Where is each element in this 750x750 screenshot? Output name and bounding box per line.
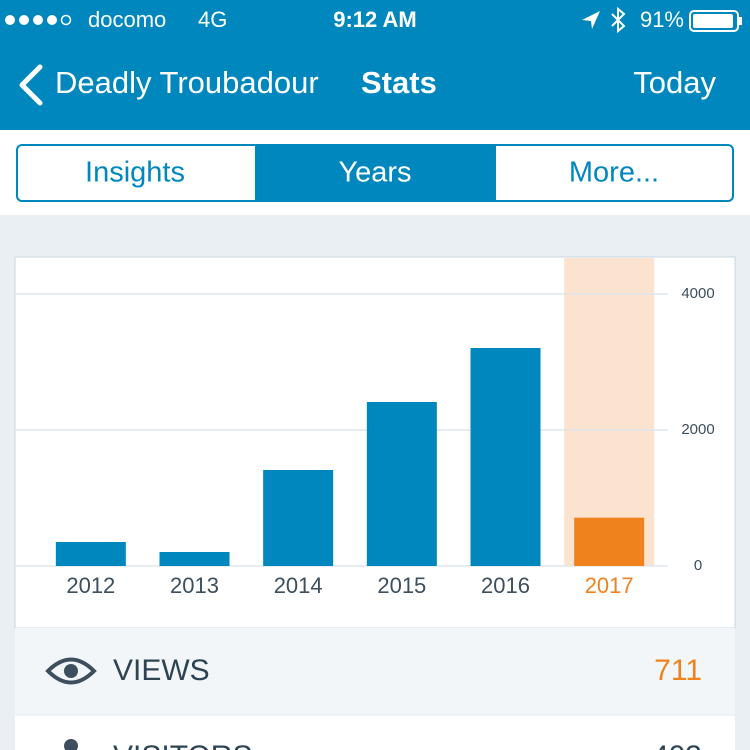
stat-value: 711 [654,654,702,687]
stat-row[interactable] [15,628,735,715]
bar [366,402,437,566]
stat-label: VISITORS [113,740,252,750]
battery-tip [739,17,742,25]
site-name[interactable]: Deadly Troubadour [55,65,319,100]
battery [689,10,739,32]
y-tick-label: 0 [694,557,702,574]
bar [263,469,334,566]
stat-label: VIEWS [113,654,210,687]
y-tick-label: 2000 [681,421,714,438]
bar [470,348,541,566]
tab-selected [255,145,495,201]
y-tick-label: 4000 [681,285,714,302]
battery-text: 91% [640,7,684,32]
x-tick-label: 2013 [170,573,219,598]
x-tick-label: 2016 [481,573,530,598]
back-button[interactable] [19,64,43,106]
x-tick-label: 2012 [66,573,115,598]
plot: 0 2000 4000 2012 2013 2014 2015 2016 2017 [15,258,715,598]
tab[interactable]: More... [569,157,659,189]
bar [55,541,126,566]
x-tick-label: 2014 [274,573,323,598]
header [0,0,750,130]
period-button[interactable]: Today [633,65,716,100]
stat-value: 403 [652,740,702,750]
time: 9:12 AM [333,7,417,32]
tab-frame [16,144,734,202]
battery-level [693,14,733,28]
signal [5,14,72,26]
tab[interactable]: Insights [85,157,185,189]
bluetooth-icon [611,6,626,34]
stat-row[interactable] [15,715,735,750]
eye-icon [45,657,97,685]
x-tick-label: 2015 [377,573,426,598]
visitor-icon [64,739,78,750]
carrier: docomo [88,7,166,32]
tab[interactable]: Years [338,157,411,189]
nav-title: Stats [361,65,437,100]
highlight-band [564,258,655,566]
x-tick-label: 2017 [585,573,634,598]
bar [159,551,230,566]
network: 4G [198,7,227,32]
bar [574,517,645,566]
location-icon [582,11,600,29]
